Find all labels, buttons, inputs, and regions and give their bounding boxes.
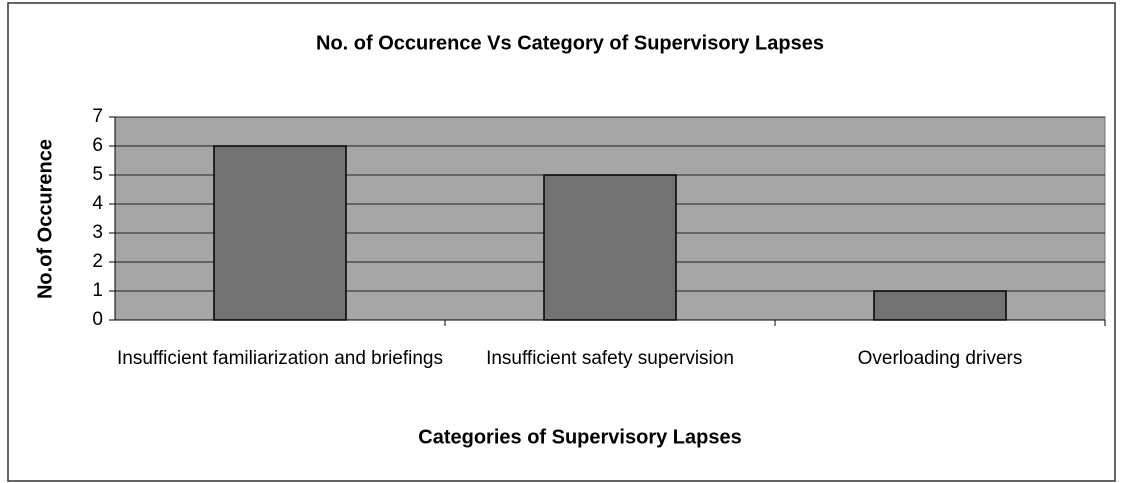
bar [543,174,677,321]
x-tick-label: Overloading drivers [857,348,1023,369]
x-tick-label: Insufficient safety supervision [486,348,734,369]
x-tick-label: Insufficient familiarization and briefin… [117,348,443,369]
y-tick-label: 6 [92,135,103,156]
y-tick-label: 7 [92,106,103,127]
bar [213,145,347,321]
y-tick-label: 0 [92,309,103,330]
y-tick-label: 3 [92,222,103,243]
y-tick-label: 1 [92,280,103,301]
y-tick-label: 5 [92,164,103,185]
x-axis-title: Categories of Supervisory Lapses [418,426,741,448]
y-tick-label: 4 [92,193,103,214]
bar [873,290,1007,321]
y-tick-label: 2 [92,251,103,272]
chart-title: No. of Occurence Vs Category of Supervis… [316,32,824,54]
y-axis-title: No.of Occurence [34,139,56,299]
